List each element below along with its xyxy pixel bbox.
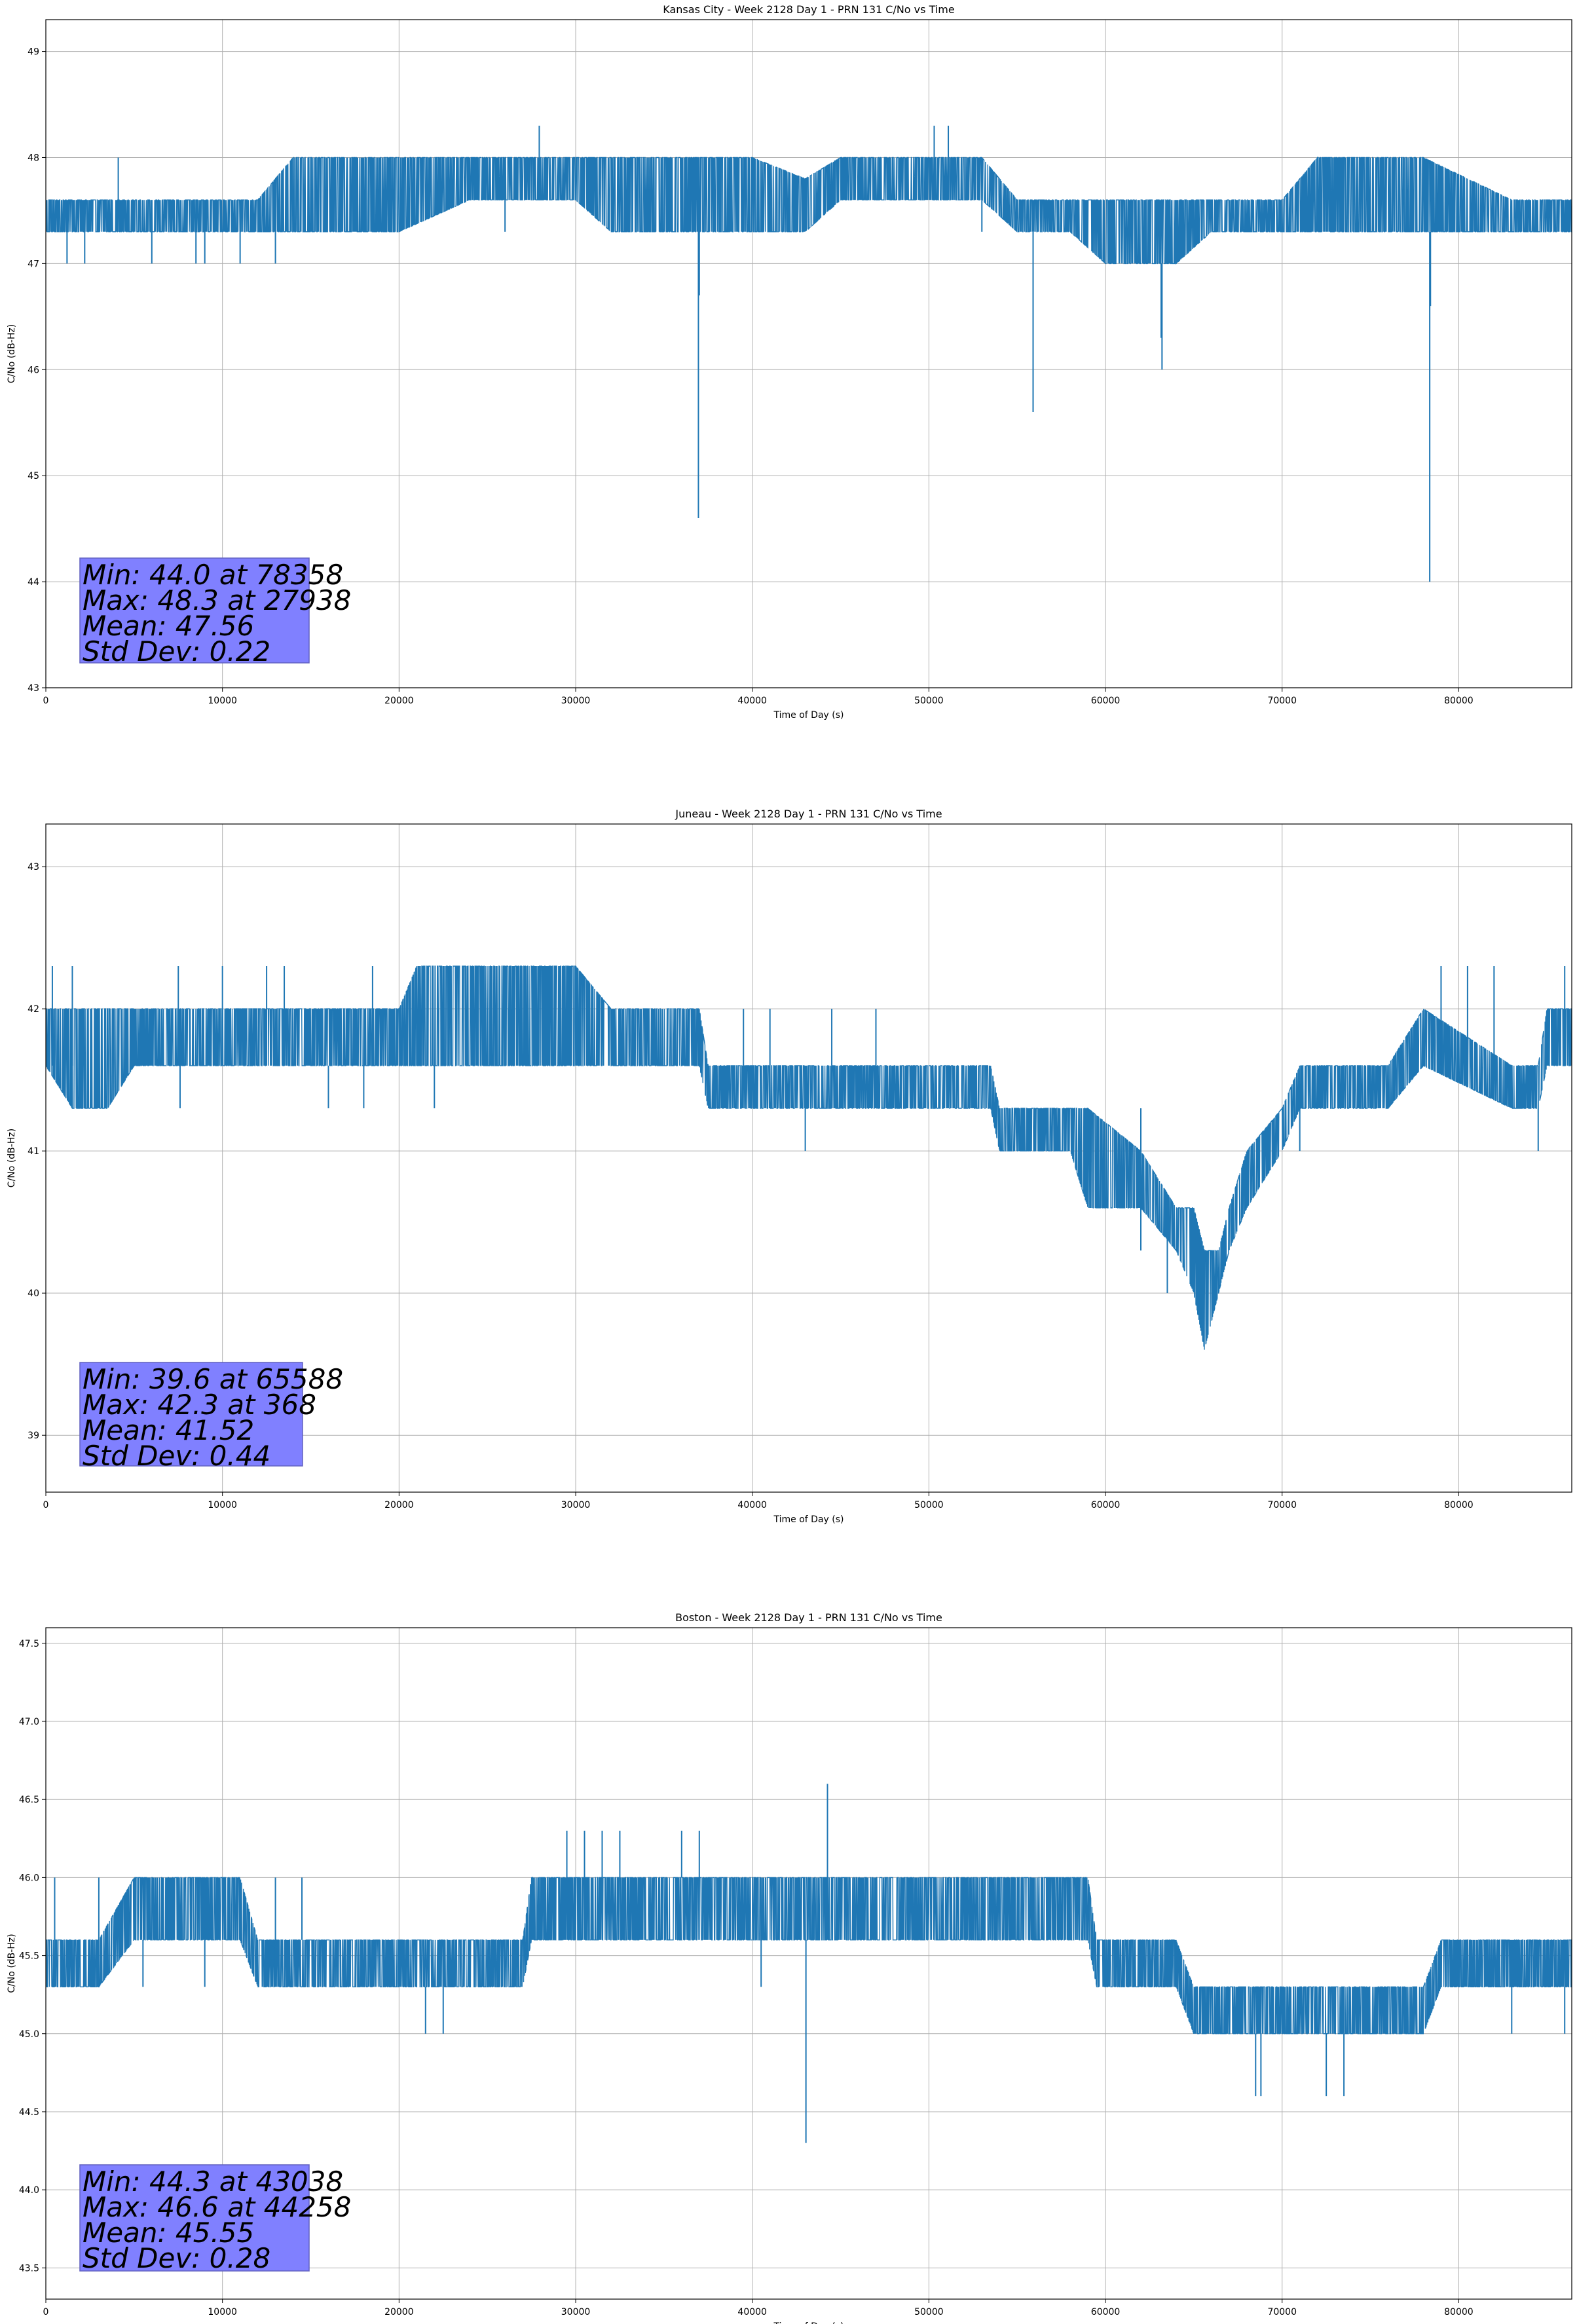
stats-line: Mean: 45.55 — [83, 2217, 254, 2249]
x-tick-label: 60000 — [1091, 1500, 1121, 1510]
x-tick-label: 80000 — [1444, 2307, 1474, 2317]
x-tick-label: 40000 — [737, 2307, 767, 2317]
data-series — [46, 965, 1572, 1350]
x-tick-label: 50000 — [914, 2307, 944, 2317]
y-tick-label: 45.0 — [19, 2029, 39, 2040]
stats-box — [79, 557, 310, 664]
y-tick-label: 46.5 — [19, 1795, 39, 1805]
y-tick-label: 43.5 — [19, 2263, 39, 2274]
y-tick-label: 49 — [28, 47, 39, 58]
stats-line: Mean: 47.56 — [83, 610, 254, 642]
cno-line — [46, 965, 1572, 1350]
stats-line: Max: 48.3 at 27938 — [83, 584, 351, 616]
y-tick-label: 43 — [28, 862, 39, 872]
stats-line: Min: 44.0 at 78358 — [83, 559, 343, 591]
data-series — [46, 125, 1572, 582]
y-tick-label: 48 — [28, 153, 39, 163]
x-tick-label: 70000 — [1267, 2307, 1297, 2317]
x-tick-label: 50000 — [914, 1500, 944, 1510]
y-tick-label: 46.0 — [19, 1873, 39, 1883]
y-tick-label: 39 — [28, 1431, 39, 1441]
x-tick-label: 50000 — [914, 696, 944, 706]
y-tick-label: 43 — [28, 683, 39, 694]
x-tick-label: 10000 — [208, 2307, 237, 2317]
x-axis-label: Time of Day (s) — [773, 1514, 844, 1525]
y-axis-label: C/No (dB-Hz) — [7, 324, 17, 383]
stats-line: Min: 39.6 at 65588 — [83, 1363, 343, 1395]
plot-frame — [45, 823, 1572, 1493]
y-tick-label: 45.5 — [19, 1951, 39, 1962]
stats-line: Std Dev: 0.28 — [83, 2242, 270, 2274]
x-tick-label: 30000 — [561, 2307, 591, 2317]
x-tick-label: 0 — [43, 2307, 49, 2317]
y-tick-label: 47 — [28, 259, 39, 269]
y-tick-label: 45 — [28, 471, 39, 481]
x-tick-label: 30000 — [561, 696, 591, 706]
x-axis-label: Time of Day (s) — [773, 710, 844, 721]
x-tick-label: 20000 — [384, 2307, 414, 2317]
y-tick-label: 41 — [28, 1146, 39, 1157]
stats-line: Std Dev: 0.44 — [83, 1440, 270, 1472]
y-tick-label: 44 — [28, 577, 39, 588]
chart-panel-2: 0 10000 20000 30000 40000 50000 60000 70000 8000… — [7, 808, 1572, 1525]
x-tick-label: 20000 — [384, 1500, 414, 1510]
y-tick-label: 44.0 — [19, 2185, 39, 2196]
y-axis-label: C/No (dB-Hz) — [7, 1934, 17, 1993]
y-tick-label: 40 — [28, 1288, 39, 1299]
x-tick-label: 70000 — [1267, 696, 1297, 706]
cno-line — [46, 1877, 1572, 2034]
y-tick-label: 42 — [28, 1004, 39, 1015]
stats-line: Max: 46.6 at 44258 — [83, 2191, 351, 2223]
x-tick-label: 80000 — [1444, 1500, 1474, 1510]
x-tick-label: 10000 — [208, 696, 237, 706]
x-tick-label: 40000 — [737, 696, 767, 706]
stats-box — [79, 2164, 310, 2272]
chart-title: Boston - Week 2128 Day 1 - PRN 131 C/No … — [675, 1611, 942, 1624]
chart-panel-1: 0 10000 20000 30000 40000 50000 60000 70000 8000… — [7, 3, 1572, 721]
x-tick-label: 0 — [43, 1500, 49, 1510]
x-tick-label: 40000 — [737, 1500, 767, 1510]
x-tick-label: 60000 — [1091, 696, 1121, 706]
y-tick-label: 47.5 — [19, 1639, 39, 1649]
stats-line: Min: 44.3 at 43038 — [83, 2165, 343, 2198]
x-tick-label: 10000 — [208, 1500, 237, 1510]
cno-line — [46, 156, 1572, 265]
stats-line: Std Dev: 0.22 — [83, 635, 270, 667]
stats-line: Max: 42.3 at 368 — [83, 1389, 316, 1421]
data-series — [46, 1784, 1572, 2143]
y-tick-label: 44.5 — [19, 2107, 39, 2118]
x-tick-label: 60000 — [1091, 2307, 1121, 2317]
plot-frame — [45, 19, 1572, 688]
plot-frame — [45, 1627, 1572, 2300]
stats-line: Mean: 41.52 — [83, 1414, 254, 1446]
chart-panel-3: 0 10000 20000 30000 40000 50000 60000 70000 8000… — [7, 1611, 1572, 2324]
x-tick-label: 20000 — [384, 696, 414, 706]
x-tick-label: 80000 — [1444, 696, 1474, 706]
x-axis-label: Time of Day (s) — [773, 2321, 844, 2324]
y-tick-label: 46 — [28, 365, 39, 375]
chart-title: Kansas City - Week 2128 Day 1 - PRN 131 … — [663, 3, 954, 16]
y-tick-label: 47.0 — [19, 1717, 39, 1727]
stats-box — [79, 1362, 303, 1467]
x-tick-label: 0 — [43, 696, 49, 706]
x-tick-label: 30000 — [561, 1500, 591, 1510]
x-tick-label: 70000 — [1267, 1500, 1297, 1510]
y-axis-label: C/No (dB-Hz) — [7, 1129, 17, 1188]
chart-title: Juneau - Week 2128 Day 1 - PRN 131 C/No … — [675, 808, 942, 820]
